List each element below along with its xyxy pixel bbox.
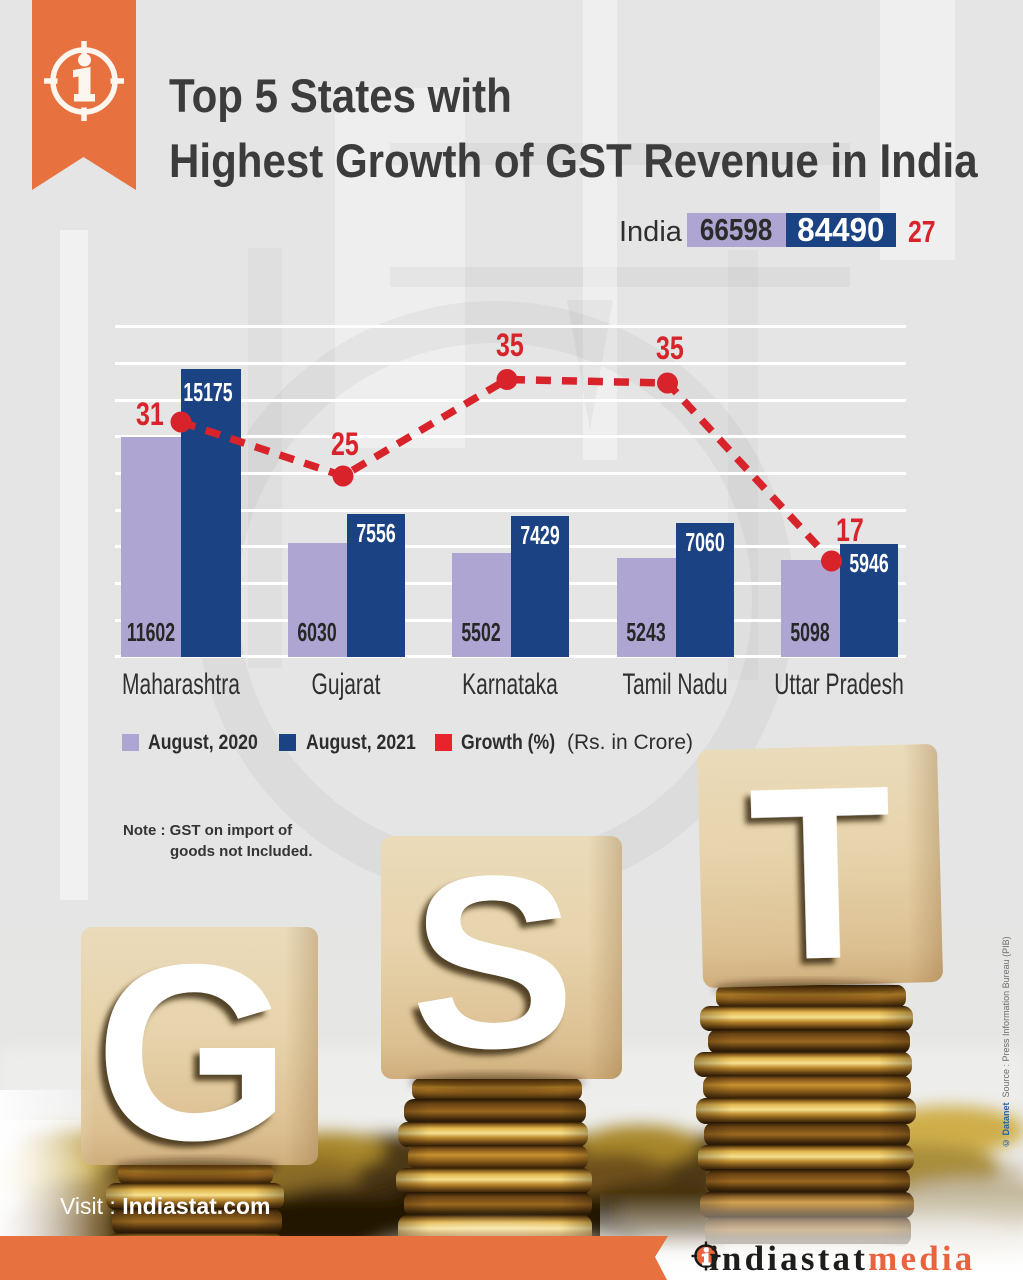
svg-text:T: T	[747, 740, 896, 1012]
svg-text:S: S	[411, 825, 575, 1100]
svg-text:G: G	[95, 913, 290, 1193]
